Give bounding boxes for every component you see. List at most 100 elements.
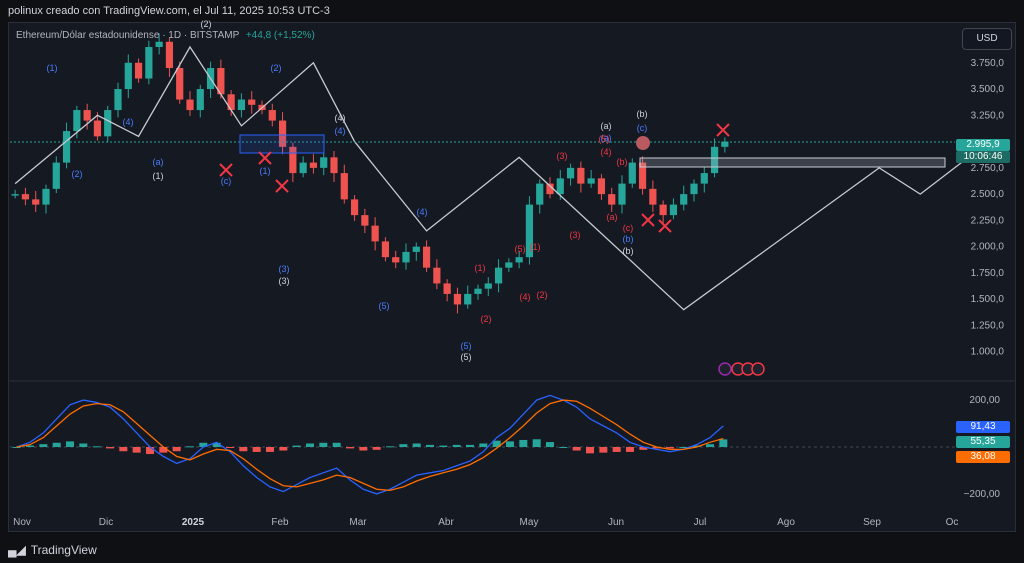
x-tick-label: Dic <box>99 517 113 528</box>
candle-body <box>443 283 451 294</box>
candle-body <box>525 204 534 258</box>
symbol-change: +44,8 (+1,52%) <box>245 30 315 41</box>
macd-histogram-bar <box>466 444 474 447</box>
candle-body <box>453 293 462 305</box>
candle-body <box>309 162 318 168</box>
macd-histogram-bar <box>666 447 674 449</box>
macd-histogram-bar <box>346 447 354 449</box>
signal-value-tag: 36,08 <box>956 451 1010 463</box>
currency-button[interactable]: USD <box>962 28 1012 50</box>
candle-body <box>680 194 688 205</box>
candle-body <box>690 183 698 195</box>
x-tick-label: Jul <box>694 517 707 528</box>
x-tick-label: Oc <box>946 517 959 528</box>
macd-histogram-bar <box>626 447 634 452</box>
candle-body <box>93 120 102 137</box>
macd-histogram-bar <box>292 445 301 447</box>
wave-label-blue: (b) <box>623 234 634 244</box>
candle-body <box>371 225 379 242</box>
candle-body <box>412 246 420 252</box>
macd-histogram-bar <box>212 442 221 447</box>
candle-body <box>515 257 523 263</box>
macd-histogram-bar <box>559 447 568 448</box>
macd-histogram-bar <box>306 443 314 447</box>
wave-label-red: (1) <box>475 263 486 273</box>
candle-body <box>628 162 636 184</box>
wave-label-blue: (1) <box>47 63 58 73</box>
wave-label-white: (b) <box>637 109 648 119</box>
candle-body <box>618 183 626 205</box>
wave-label-white: (4) <box>335 113 346 123</box>
candle-body <box>176 68 184 100</box>
candle-body <box>114 89 122 111</box>
candle-body <box>464 293 472 305</box>
x-tick-label: Sep <box>863 517 881 528</box>
wave-label-blue: (2) <box>72 169 83 179</box>
candle-body <box>710 146 719 174</box>
candle-body <box>422 246 431 268</box>
y-tick-label: 2.750,0 <box>971 163 1005 174</box>
macd-histogram-bar <box>79 443 88 447</box>
wave-label-white: (5) <box>461 352 472 362</box>
candle-body <box>52 162 60 189</box>
wave-label-blue: (4) <box>335 126 346 136</box>
invalidation-x-icon <box>716 123 730 137</box>
candle-body <box>649 188 657 205</box>
wave-label-blue: (c) <box>637 123 648 133</box>
candle-body <box>433 267 441 284</box>
x-tick-label: Mar <box>349 517 367 528</box>
candle-body <box>155 41 163 48</box>
wave-label-red: (4) <box>520 292 531 302</box>
candle-body <box>361 215 369 226</box>
x-tick-label: Ago <box>777 517 795 528</box>
wave-label-blue: (a) <box>601 133 612 143</box>
candle-body <box>248 99 256 105</box>
macd-histogram-bar <box>546 442 554 447</box>
macd-histogram-bar <box>412 443 421 447</box>
wave-label-blue: (c) <box>221 176 232 186</box>
wave-label-blue: (3) <box>279 264 290 274</box>
candle-body <box>546 183 554 195</box>
macd-histogram-bar <box>359 447 368 451</box>
wave-label-red: (2) <box>537 290 548 300</box>
wave-label-blue: (1) <box>260 166 271 176</box>
macd-histogram-bar <box>572 447 581 451</box>
wave-label-red: (a) <box>607 212 618 222</box>
candle-body <box>484 283 492 289</box>
wave-label-blue: (5) <box>461 341 472 351</box>
candle-body <box>134 62 143 79</box>
macd-histogram-bar <box>106 447 114 449</box>
y-tick-label: 2.500,0 <box>971 189 1005 200</box>
macd-histogram-bar <box>332 442 341 447</box>
wave-label-red: (5) <box>599 134 610 144</box>
macd-histogram-bar <box>26 445 34 447</box>
macd-histogram-bar <box>12 447 21 448</box>
y-tick-label: 2.000,0 <box>971 242 1005 253</box>
symbol-title[interactable]: Ethereum/Dólar estadounidense · 1D · BIT… <box>16 30 315 41</box>
wave-label-white: (1) <box>153 171 164 181</box>
invalidation-x-icon <box>275 179 289 193</box>
y-tick-label: 1.750,0 <box>971 268 1005 279</box>
wave-label-red: (b) <box>617 157 628 167</box>
candle-body <box>62 131 71 163</box>
candle-body <box>350 199 359 216</box>
zone-box <box>239 134 325 154</box>
chart-header: polinux creado con TradingView.com, el J… <box>0 0 1024 22</box>
candle-body <box>608 194 616 205</box>
macd-histogram-bar <box>319 442 328 447</box>
x-tick-label: Nov <box>13 517 31 528</box>
candle-body <box>73 110 81 132</box>
invalidation-x-icon <box>658 219 672 233</box>
candle-body <box>402 251 410 263</box>
candle-body <box>104 110 112 137</box>
candle-body <box>268 110 276 121</box>
y-tick-label: 1.500,0 <box>971 294 1005 305</box>
wave-label-red: (2) <box>481 314 492 324</box>
macd-histogram-bar <box>226 447 234 448</box>
candle-body <box>474 288 482 294</box>
macd-histogram-bar <box>519 439 528 447</box>
wave-label-red: (3) <box>557 151 568 161</box>
wave-label-red: (4) <box>601 147 612 157</box>
wave-label-blue: (2) <box>271 63 282 73</box>
